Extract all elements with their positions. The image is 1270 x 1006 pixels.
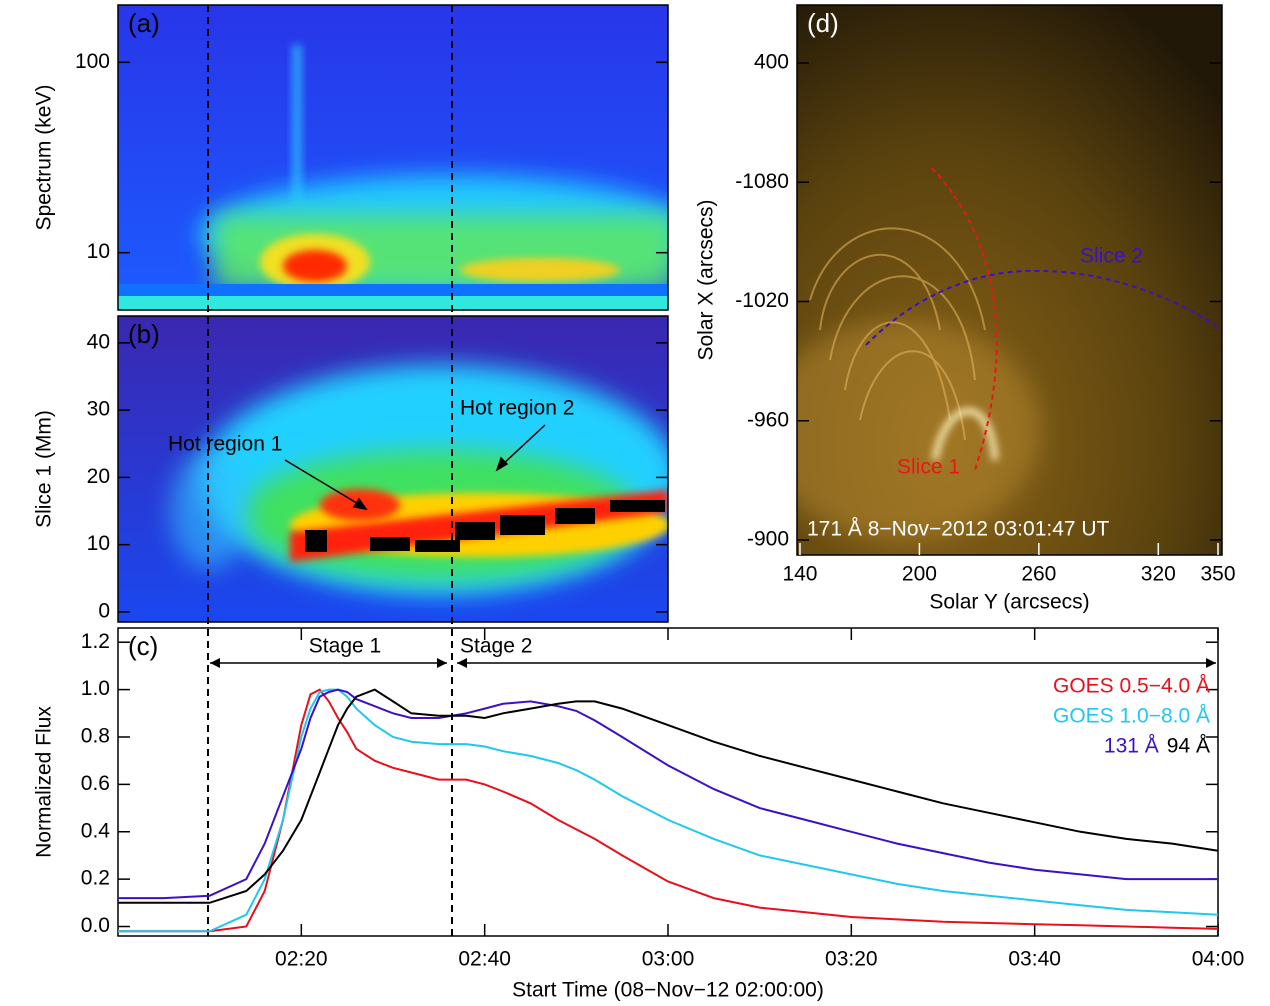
x-axis-label: Start Time (08−Nov−12 02:00:00) bbox=[512, 979, 824, 1002]
x-tick-label: 03:40 bbox=[1008, 948, 1061, 971]
x-tick-label: 03:00 bbox=[642, 948, 695, 971]
series-line bbox=[118, 688, 1218, 900]
legend-entry: GOES 1.0−8.0 Å bbox=[1053, 705, 1210, 728]
x-tick-label: 02:20 bbox=[275, 948, 328, 971]
panel-label: (b) bbox=[128, 319, 160, 349]
y-tick-label: -1080 bbox=[735, 170, 789, 193]
x-tick-label: 260 bbox=[1021, 563, 1056, 586]
slice-image bbox=[118, 316, 668, 622]
axes-frame bbox=[796, 4, 1223, 556]
y-tick-label: 30 bbox=[87, 398, 110, 421]
x-tick-label: 04:00 bbox=[1192, 948, 1245, 971]
y-tick-label: 0.4 bbox=[81, 819, 111, 842]
y-tick-label: 400 bbox=[754, 51, 789, 74]
hot-region-arrows bbox=[284, 424, 546, 511]
x-tick-label: 03:20 bbox=[825, 948, 878, 971]
x-axis-label: Solar Y (arcsecs) bbox=[929, 591, 1089, 614]
legend-entry: 131 Å bbox=[1104, 735, 1159, 758]
axes-frame bbox=[117, 315, 669, 623]
spectrogram-image bbox=[118, 5, 668, 310]
series-line bbox=[118, 688, 1219, 933]
y-tick-label: 0.8 bbox=[81, 725, 110, 748]
legend-entry: 94 Å bbox=[1167, 735, 1210, 758]
y-axis-label: Spectrum (keV) bbox=[33, 85, 56, 231]
y-tick-label: 10 bbox=[87, 240, 110, 263]
annotation: Slice 2 bbox=[1080, 245, 1143, 268]
panel-label: (c) bbox=[128, 631, 158, 661]
legend-entry: GOES 0.5−4.0 Å bbox=[1053, 675, 1210, 698]
series-line bbox=[118, 688, 1219, 904]
y-axis-label: Solar X (arcsecs) bbox=[695, 199, 718, 360]
x-tick-label: 140 bbox=[782, 563, 817, 586]
y-tick-label: 0.0 bbox=[81, 914, 110, 937]
x-tick-label: 320 bbox=[1141, 563, 1176, 586]
panel-label: (d) bbox=[807, 8, 839, 38]
annotation: Stage 1 bbox=[309, 635, 381, 658]
x-tick-label: 02:40 bbox=[458, 948, 511, 971]
annotation: 171 Å 8−Nov−2012 03:01:47 UT bbox=[807, 518, 1110, 541]
y-tick-label: 1.2 bbox=[81, 630, 110, 653]
stage-markers bbox=[207, 5, 1216, 936]
x-tick-label: 350 bbox=[1200, 563, 1235, 586]
y-tick-label: 100 bbox=[75, 50, 110, 73]
annotation: Stage 2 bbox=[460, 635, 532, 658]
series-line bbox=[118, 688, 1219, 933]
annotation: Slice 1 bbox=[897, 456, 960, 479]
y-tick-label: -960 bbox=[747, 408, 789, 431]
annotation: Hot region 2 bbox=[460, 397, 574, 420]
y-tick-label: 10 bbox=[87, 532, 110, 555]
y-tick-label: 0 bbox=[98, 599, 110, 622]
y-tick-label: 40 bbox=[87, 330, 110, 353]
y-tick-label: -900 bbox=[747, 528, 789, 551]
y-tick-label: 20 bbox=[87, 465, 110, 488]
y-tick-label: 0.2 bbox=[81, 867, 110, 890]
y-axis-label: Normalized Flux bbox=[33, 706, 56, 858]
annotation: Hot region 1 bbox=[168, 433, 282, 456]
y-axis-label: Slice 1 (Mm) bbox=[33, 410, 56, 528]
axes-frame bbox=[117, 4, 669, 311]
y-tick-label: -1020 bbox=[735, 289, 789, 312]
panel-label: (a) bbox=[128, 8, 160, 38]
x-tick-label: 200 bbox=[902, 563, 937, 586]
euv-image bbox=[797, 5, 1222, 555]
y-tick-label: 1.0 bbox=[81, 677, 110, 700]
y-tick-label: 0.6 bbox=[81, 772, 110, 795]
